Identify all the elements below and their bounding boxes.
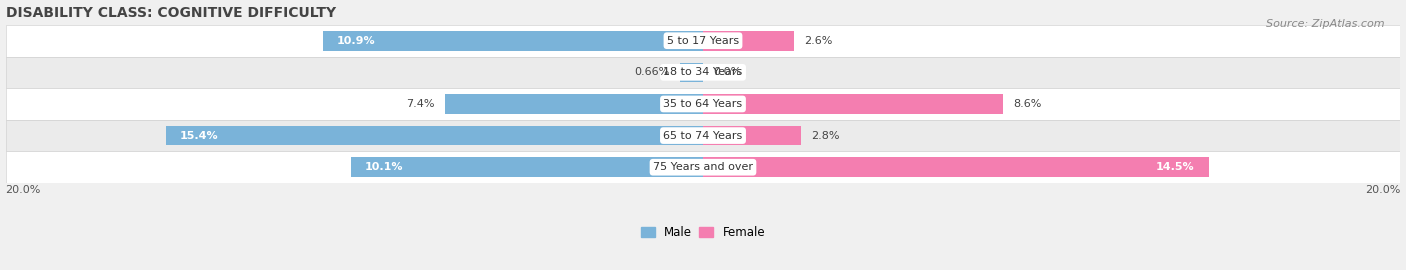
Bar [6, 25, 1400, 56]
Bar [703, 126, 800, 145]
Text: 75 Years and over: 75 Years and over [652, 162, 754, 172]
Text: 0.66%: 0.66% [634, 67, 669, 77]
Text: 0.0%: 0.0% [713, 67, 742, 77]
Bar [703, 31, 793, 50]
Text: DISABILITY CLASS: COGNITIVE DIFFICULTY: DISABILITY CLASS: COGNITIVE DIFFICULTY [6, 6, 336, 19]
Bar [6, 56, 1400, 88]
Text: 2.8%: 2.8% [811, 131, 839, 141]
Bar [703, 157, 1209, 177]
Text: 10.9%: 10.9% [337, 36, 375, 46]
Text: Source: ZipAtlas.com: Source: ZipAtlas.com [1267, 19, 1385, 29]
Bar [703, 94, 1002, 114]
Bar [6, 151, 1400, 183]
Bar [323, 31, 703, 50]
Text: 18 to 34 Years: 18 to 34 Years [664, 67, 742, 77]
Text: 20.0%: 20.0% [6, 185, 41, 195]
Text: 14.5%: 14.5% [1156, 162, 1195, 172]
Bar [350, 157, 703, 177]
Text: 20.0%: 20.0% [1365, 185, 1400, 195]
Text: 7.4%: 7.4% [406, 99, 434, 109]
Bar [444, 94, 703, 114]
Text: 65 to 74 Years: 65 to 74 Years [664, 131, 742, 141]
Bar [6, 88, 1400, 120]
Bar [6, 120, 1400, 151]
Legend: Male, Female: Male, Female [636, 221, 770, 244]
Text: 8.6%: 8.6% [1014, 99, 1042, 109]
Text: 35 to 64 Years: 35 to 64 Years [664, 99, 742, 109]
Text: 2.6%: 2.6% [804, 36, 832, 46]
Bar [681, 63, 703, 82]
Bar [166, 126, 703, 145]
Text: 10.1%: 10.1% [364, 162, 404, 172]
Text: 5 to 17 Years: 5 to 17 Years [666, 36, 740, 46]
Text: 15.4%: 15.4% [180, 131, 218, 141]
